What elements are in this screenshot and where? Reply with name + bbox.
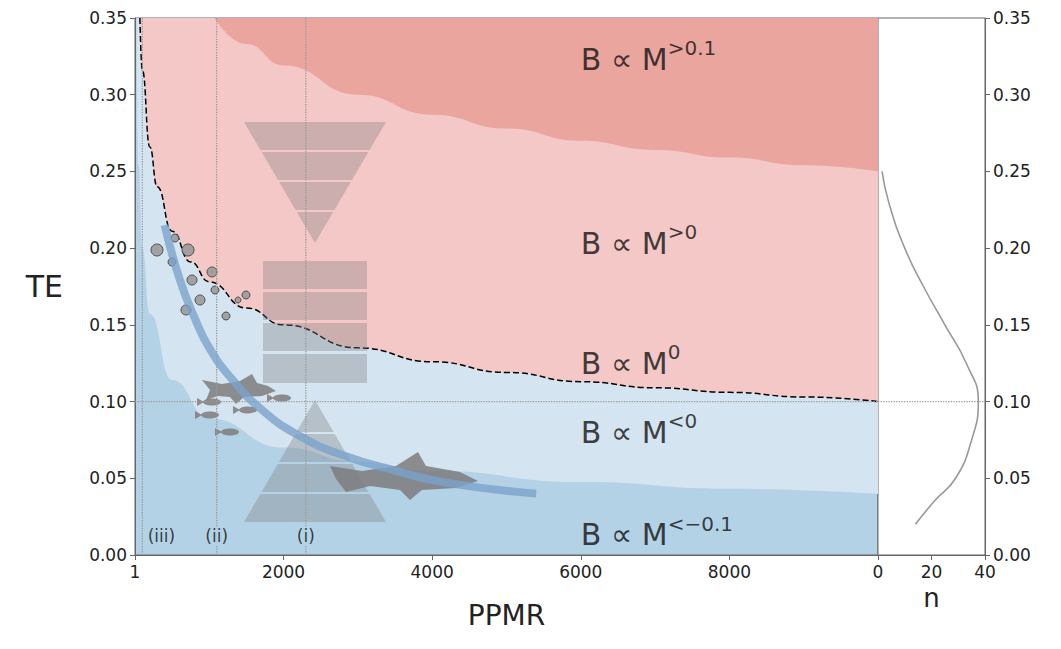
- svg-text:(iii): (iii): [148, 526, 175, 546]
- svg-text:8000: 8000: [708, 562, 751, 582]
- svg-text:B ∝ M: B ∝ M: [581, 42, 668, 77]
- svg-text:0.30: 0.30: [89, 85, 127, 105]
- svg-text:<0: <0: [668, 409, 697, 433]
- svg-text:0.30: 0.30: [993, 85, 1031, 105]
- svg-text:0.05: 0.05: [89, 468, 127, 488]
- svg-text:0.00: 0.00: [89, 545, 127, 565]
- svg-text:0: 0: [668, 340, 681, 364]
- svg-text:0.10: 0.10: [89, 392, 127, 412]
- svg-text:B ∝ M: B ∝ M: [581, 226, 668, 261]
- svg-text:0.20: 0.20: [89, 238, 127, 258]
- svg-text:TE: TE: [25, 269, 63, 304]
- svg-text:0.15: 0.15: [993, 315, 1031, 335]
- svg-text:PPMR: PPMR: [468, 599, 545, 632]
- svg-text:>0.1: >0.1: [668, 36, 717, 60]
- svg-text:40: 40: [974, 562, 996, 582]
- svg-text:0.35: 0.35: [993, 8, 1031, 28]
- svg-text:0.00: 0.00: [993, 545, 1031, 565]
- svg-text:(ii): (ii): [205, 526, 228, 546]
- svg-text:0.25: 0.25: [993, 161, 1031, 181]
- svg-text:0.20: 0.20: [993, 238, 1031, 258]
- svg-text:<−0.1: <−0.1: [668, 512, 733, 536]
- svg-text:n: n: [923, 583, 939, 613]
- svg-text:20: 20: [921, 562, 943, 582]
- svg-text:0.25: 0.25: [89, 161, 127, 181]
- svg-text:>0: >0: [668, 220, 697, 244]
- svg-text:2000: 2000: [262, 562, 305, 582]
- svg-text:4000: 4000: [411, 562, 454, 582]
- svg-text:0.15: 0.15: [89, 315, 127, 335]
- svg-text:0.10: 0.10: [993, 392, 1031, 412]
- svg-text:(i): (i): [297, 526, 315, 546]
- svg-text:B ∝ M: B ∝ M: [581, 517, 668, 552]
- svg-text:6000: 6000: [559, 562, 602, 582]
- svg-text:B ∝ M: B ∝ M: [581, 346, 668, 381]
- svg-text:0.35: 0.35: [89, 8, 127, 28]
- svg-text:0.05: 0.05: [993, 468, 1031, 488]
- svg-text:0: 0: [873, 562, 884, 582]
- svg-text:B ∝ M: B ∝ M: [581, 415, 668, 450]
- svg-text:1: 1: [130, 562, 141, 582]
